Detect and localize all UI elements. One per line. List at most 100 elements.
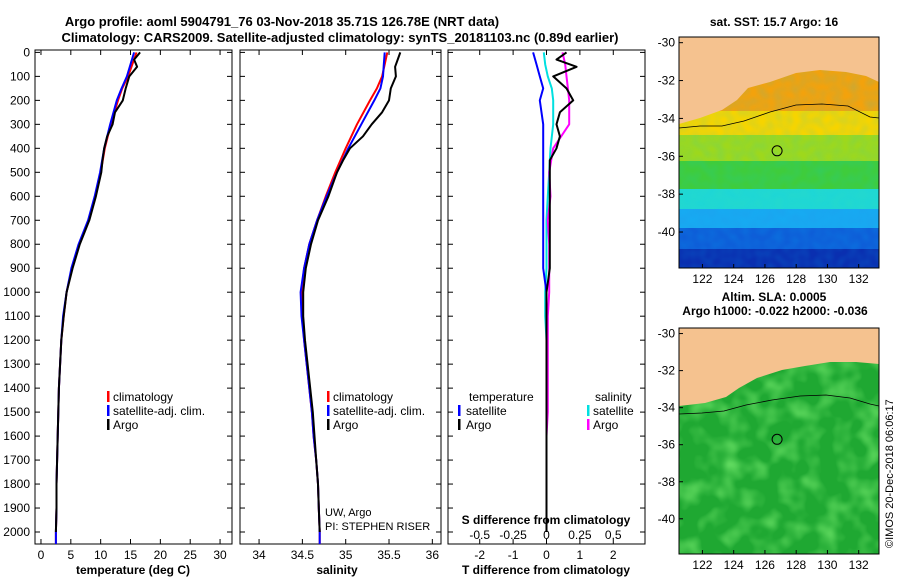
sst-map-frame: [678, 36, 880, 269]
series-line-2: [302, 52, 402, 533]
depth-tick-label: 600: [10, 189, 30, 203]
lon-tick-label: 126: [755, 558, 775, 572]
sla-land-mass: [679, 328, 879, 406]
legend-swatch-climatology: [327, 391, 330, 402]
legend-label-climatology: climatology: [333, 390, 393, 404]
depth-tick-label: 700: [10, 213, 30, 227]
lat-tick-label: -30: [658, 36, 676, 50]
legend-label-argo: Argo: [113, 418, 139, 432]
legend-swatch-argo: [327, 419, 330, 430]
salinity-panel: 34 34.5 35 35.5 36 salinity climatology sate…: [239, 49, 442, 577]
series-line-3: [545, 51, 578, 532]
depth-tick-label: 1000: [3, 285, 30, 299]
difference-panel: -2 -1 0 1 2 -0.5 -0.25 0 0.25 0.5 S difference fr…: [447, 49, 646, 577]
series-line-2: [54, 51, 141, 533]
credit-line-2: PI: STEPHEN RISER: [325, 521, 430, 533]
legend-swatch-satellite: [327, 405, 330, 416]
lat-tick-label: -34: [658, 111, 676, 125]
lon-tick-label: 130: [817, 272, 837, 286]
temperature-x-label: temperature (deg C): [76, 563, 190, 577]
figure-subtitle: Climatology: CARS2009. Satellite-adjuste…: [61, 30, 618, 45]
sst-map-ticks: 122 124 126 128 130 132 -30 -32 -34 -36 -38 -40: [658, 36, 869, 286]
sla-map-title: Altim. SLA: 0.0005: [722, 290, 827, 304]
legend-swatch-climatology: [107, 391, 110, 402]
lon-tick-label: 128: [786, 272, 806, 286]
depth-tick-label: 1400: [3, 381, 30, 395]
legend-label-t-argo: Argo: [466, 418, 492, 432]
imos-watermark: ©IMOS 20-Dec-2018 06:06:17: [884, 399, 896, 548]
temperature-lines: [54, 51, 141, 544]
depth-tick-label: 300: [10, 117, 30, 131]
difference-legend-temperature: temperature satellite Argo: [458, 390, 534, 432]
lat-tick-label: -36: [658, 438, 676, 452]
legend-title-salinity: salinity: [595, 390, 632, 404]
depth-tick-label: 500: [10, 165, 30, 179]
legend-label-argo: Argo: [333, 418, 359, 432]
temperature-x-ticks: 0 5 10 15 20 25 30: [35, 50, 232, 562]
legend-swatch-satellite: [107, 405, 110, 416]
sst-map-panel: sat. SST: 15.7 Argo: 16 122 124 126 128 130 1…: [658, 15, 880, 286]
x-tick-label: 36: [426, 548, 440, 562]
lat-tick-label: -40: [658, 225, 676, 239]
depth-tick-label: 0: [23, 45, 30, 59]
x-tick-label: 1: [577, 548, 584, 562]
x-tick-label: -2: [474, 548, 485, 562]
salinity-legend: climatology satellite-adj. clim. Argo: [327, 390, 425, 432]
legend-label-t-satellite: satellite: [466, 404, 507, 418]
depth-tick-label: 1500: [3, 405, 30, 419]
sla-argo-marker: [771, 433, 783, 445]
lon-tick-label: 130: [817, 558, 837, 572]
legend-label-satellite: satellite-adj. clim.: [113, 404, 205, 418]
lat-tick-label: -38: [658, 187, 676, 201]
top-x-tick-label: -0.25: [499, 528, 527, 542]
depth-tick-label: 800: [10, 237, 30, 251]
sla-map-panel: Altim. SLA: 0.0005 Argo h1000: -0.022 h2…: [658, 290, 880, 572]
depth-tick-label: 1800: [3, 477, 30, 491]
legend-title-temperature: temperature: [469, 390, 534, 404]
lon-tick-label: 124: [724, 272, 744, 286]
x-tick-label: 20: [154, 548, 168, 562]
depth-tick-label: 900: [10, 261, 30, 275]
legend-swatch-t-satellite: [458, 405, 461, 416]
sla-map-frame: [678, 327, 880, 555]
sla-contour: [679, 394, 879, 415]
lat-tick-label: -32: [658, 364, 676, 378]
x-tick-label: 15: [124, 548, 138, 562]
lat-tick-label: -36: [658, 149, 676, 163]
lat-tick-label: -34: [658, 401, 676, 415]
sst-contour: [679, 103, 879, 129]
x-tick-label: 10: [94, 548, 108, 562]
credit-line-1: UW, Argo: [325, 507, 371, 519]
x-tick-label: 34.5: [291, 548, 315, 562]
top-x-tick-label: 0.25: [568, 528, 592, 542]
figure-title: Argo profile: aoml 5904791_76 03-Nov-201…: [65, 14, 499, 29]
depth-tick-label: 1100: [4, 309, 30, 323]
depth-tick-label: 1900: [3, 501, 30, 515]
lon-tick-label: 132: [849, 558, 869, 572]
salinity-plot-frame: [239, 49, 442, 545]
depth-tick-label: 1600: [3, 429, 30, 443]
lon-tick-label: 122: [692, 558, 712, 572]
x-tick-label: 0: [38, 548, 45, 562]
sla-map-subtitle: Argo h1000: -0.022 h2000: -0.036: [682, 304, 868, 318]
legend-swatch-t-argo: [458, 419, 461, 430]
x-tick-label: -1: [508, 548, 519, 562]
legend-label-s-satellite: satellite: [593, 404, 634, 418]
legend-label-s-argo: Argo: [593, 418, 619, 432]
lat-tick-label: -38: [658, 475, 676, 489]
x-tick-label: 30: [213, 548, 227, 562]
sst-land-mass: [679, 37, 879, 124]
salinity-x-ticks: 34 34.5 35 35.5 36: [240, 50, 441, 562]
x-tick-label: 34: [252, 548, 266, 562]
lon-tick-label: 132: [849, 272, 869, 286]
depth-tick-label: 1300: [3, 357, 30, 371]
depth-tick-label: 400: [10, 141, 30, 155]
lat-tick-label: -40: [658, 512, 676, 526]
sst-map-title: sat. SST: 15.7 Argo: 16: [710, 15, 839, 29]
difference-x-ticks: -2 -1 0 1 2 -0.5 -0.25 0 0.25 0.5: [448, 50, 645, 562]
lon-tick-label: 126: [755, 272, 775, 286]
depth-tick-label: 1200: [3, 333, 30, 347]
depth-tick-label: 1700: [3, 453, 30, 467]
legend-label-satellite: satellite-adj. clim.: [333, 404, 425, 418]
difference-legend-salinity: salinity satellite Argo: [587, 390, 634, 432]
